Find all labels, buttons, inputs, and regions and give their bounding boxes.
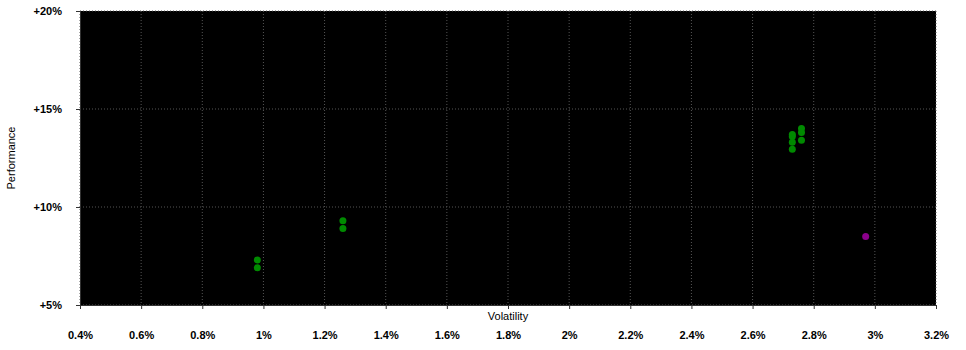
y-tick-label: +20% (34, 5, 63, 17)
x-tick: 2.4% (679, 305, 704, 341)
x-tick-label: 1% (256, 329, 272, 341)
chart: 0.4% 0.6% 0.8% 1% 1.2% 1.4% 1.6% 1.8% 2% 2.2% 2.4%… (0, 0, 966, 350)
y-tick-mark (76, 109, 80, 110)
point (789, 131, 796, 138)
x-tick: 1.4% (374, 305, 399, 341)
plot: 0.4% 0.6% 0.8% 1% 1.2% 1.4% 1.6% 1.8% 2% 2.2% 2.4%… (34, 5, 950, 341)
x-tick: 3.2% (924, 305, 949, 341)
x-grid-line (508, 11, 509, 305)
point (254, 256, 261, 263)
x-tick-label: 0.4% (68, 329, 93, 341)
x-tick-label: 0.6% (129, 329, 154, 341)
x-tick-label: 3% (867, 329, 883, 341)
x-tick-mark (508, 305, 509, 309)
x-grid-line (263, 11, 264, 305)
point (862, 233, 869, 240)
y-tick-mark (76, 11, 80, 12)
y-tick: +20% (34, 5, 80, 17)
x-axis-line (81, 306, 937, 310)
x-tick: 0.4% (68, 305, 93, 341)
y-tick-mark (76, 207, 80, 208)
x-tick-label: 2.8% (802, 329, 827, 341)
x-tick-label: 1.8% (496, 329, 521, 341)
y-tick-label: +5% (40, 299, 63, 311)
point (798, 129, 805, 136)
x-tick-label: 2.2% (618, 329, 643, 341)
x-tick-label: 2.4% (679, 329, 704, 341)
x-tick-mark (386, 305, 387, 309)
x-tick-mark (325, 305, 326, 309)
x-tick-label: 1.4% (374, 329, 399, 341)
point (339, 217, 346, 224)
x-tick-mark (691, 305, 692, 309)
x-tick-label: 1.6% (435, 329, 460, 341)
x-tick: 3% (867, 305, 883, 341)
x-tick-mark (875, 305, 876, 309)
y-tick: +15% (34, 103, 80, 115)
x-tick: 0.8% (190, 305, 215, 341)
points (254, 125, 869, 271)
x-tick: 1.2% (313, 305, 338, 341)
x-tick-label: 2.6% (741, 329, 766, 341)
y-tick-mark (76, 305, 80, 306)
x-grid-line (936, 11, 937, 305)
x-tick-mark (936, 305, 937, 309)
x-grid-line (446, 11, 447, 305)
x-tick: 1.6% (435, 305, 460, 341)
x-axis: 0.4% 0.6% 0.8% 1% 1.2% 1.4% 1.6% 1.8% 2% 2.2% 2.4%… (68, 305, 949, 341)
x-grid-line (324, 11, 325, 305)
y-tick-label: +10% (34, 201, 63, 213)
x-tick: 1% (256, 305, 272, 341)
y-grid-line (80, 207, 936, 208)
y-grid-line (80, 109, 936, 110)
x-tick: 2.2% (618, 305, 643, 341)
grid (80, 11, 936, 305)
y-axis-title: Performance (5, 127, 17, 190)
x-tick-label: 0.8% (190, 329, 215, 341)
x-tick: 2% (562, 305, 578, 341)
x-grid-line (569, 11, 570, 305)
y-tick: +5% (40, 299, 80, 311)
x-tick-label: 3.2% (924, 329, 949, 341)
x-tick-mark (753, 305, 754, 309)
x-tick: 2.6% (741, 305, 766, 341)
x-grid-line (202, 11, 203, 305)
point (254, 264, 261, 271)
point (789, 139, 796, 146)
point (339, 225, 346, 232)
plot-background (80, 11, 936, 305)
x-tick: 2.8% (802, 305, 827, 341)
y-tick: +10% (34, 201, 80, 213)
x-grid-line (874, 11, 875, 305)
x-tick: 0.6% (129, 305, 154, 341)
x-tick-mark (263, 305, 264, 309)
x-grid-line (630, 11, 631, 305)
x-grid-line (691, 11, 692, 305)
x-grid-line (385, 11, 386, 305)
x-grid-line (141, 11, 142, 305)
y-axis: +5% +10% +15% +20% (34, 5, 81, 311)
point (789, 146, 796, 153)
x-tick-mark (630, 305, 631, 309)
x-tick-label: 2% (562, 329, 578, 341)
x-tick-mark (569, 305, 570, 309)
y-grid-line (80, 11, 936, 12)
x-tick-label: 1.2% (313, 329, 338, 341)
y-tick-label: +15% (34, 103, 63, 115)
x-tick-mark (814, 305, 815, 309)
y-axis-line (76, 12, 81, 306)
x-grid-line (813, 11, 814, 305)
x-tick-mark (141, 305, 142, 309)
x-tick-mark (447, 305, 448, 309)
x-grid-line (752, 11, 753, 305)
x-tick-mark (202, 305, 203, 309)
x-axis-title: Volatility (488, 310, 529, 322)
point (798, 137, 805, 144)
